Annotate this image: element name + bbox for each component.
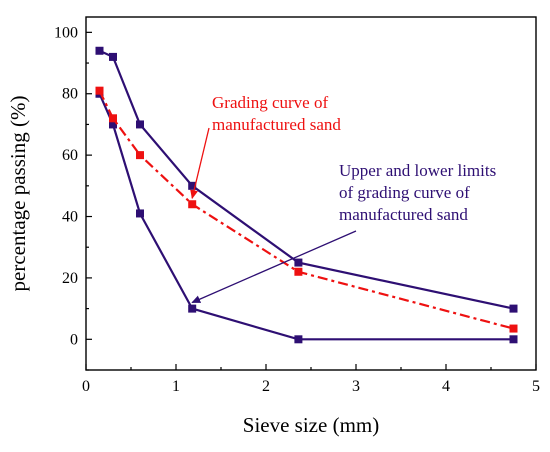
x-tick-label: 0 (82, 378, 90, 395)
axis-ticks: 0 1 2 3 4 5 0 20 40 60 80 100 (54, 24, 540, 395)
annotation-text: manufactured sand (212, 115, 341, 134)
y-tick-label: 20 (62, 270, 78, 287)
y-tick-label: 100 (54, 24, 78, 41)
annotation-text: Grading curve of (212, 93, 328, 112)
data-point-upper-limit (294, 258, 303, 267)
x-tick-label: 3 (352, 378, 360, 395)
annotation-arrow (191, 230, 357, 304)
data-point-manufactured-sand (109, 114, 117, 123)
data-point-lower-limit (136, 209, 144, 218)
x-tick-label: 1 (172, 378, 180, 395)
x-tick-label: 5 (532, 378, 540, 395)
data-point-manufactured-sand (95, 86, 104, 95)
series-line-manufactured-sand (98, 90, 514, 330)
annotation-2: Upper and lower limits of grading curve o… (191, 161, 496, 304)
annotation-arrow (190, 127, 210, 200)
data-point-upper-limit (109, 52, 117, 61)
data-point-lower-limit (109, 120, 117, 129)
data-point-lower-limit (188, 304, 197, 313)
y-axis-title: percentage passing (%) (6, 96, 30, 292)
x-axis-title: Sieve size (mm) (243, 413, 379, 437)
annotation-text: Upper and lower limits (339, 161, 496, 180)
annotation-text: manufactured sand (339, 205, 468, 224)
annotation-text: of grading curve of (339, 183, 470, 202)
data-point-lower-limit (294, 335, 303, 344)
x-tick-label: 2 (262, 378, 270, 395)
data-point-manufactured-sand (294, 267, 303, 276)
series-layer (95, 46, 518, 344)
data-point-upper-limit (95, 46, 104, 55)
data-point-upper-limit (509, 304, 518, 313)
data-point-upper-limit (188, 181, 197, 190)
annotation-1: Grading curve of manufactured sand (190, 93, 341, 200)
y-tick-label: 60 (62, 147, 78, 164)
y-tick-label: 0 (70, 331, 78, 348)
data-point-manufactured-sand (188, 200, 197, 209)
x-tick-label: 4 (442, 378, 450, 395)
series-manufactured-sand (95, 86, 518, 333)
series-upper-limit (95, 46, 518, 313)
data-point-manufactured-sand (509, 324, 518, 333)
y-tick-label: 40 (62, 209, 78, 226)
data-point-upper-limit (136, 120, 144, 129)
data-point-manufactured-sand (136, 151, 144, 160)
data-point-lower-limit (509, 335, 518, 344)
y-tick-label: 80 (62, 86, 78, 103)
